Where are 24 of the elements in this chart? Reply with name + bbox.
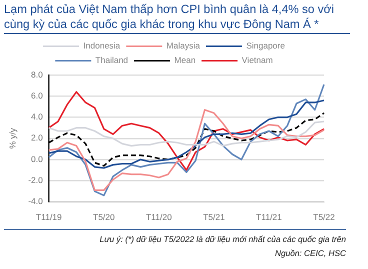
y-tick-label: -2.0: [28, 175, 44, 186]
x-tick-label: T11/20: [146, 212, 172, 222]
x-tick-label: T5/20: [93, 212, 116, 222]
y-tick-label: 2.0: [31, 132, 44, 143]
text: Nguồn: CEIC, HSC: [274, 247, 346, 260]
legend-label: Thailand: [95, 55, 128, 66]
legend-label: Mean: [174, 55, 196, 66]
chart-title: Lạm phát của Việt Nam thấp hơn CPI bình quân là 4,4% so với cùng kỳ của các quốc gia khác trong khu vực Đông Nam Á *: [4, 2, 350, 34]
x-tick-label: T5/21: [203, 212, 226, 222]
legend-label: Malaysia: [166, 40, 200, 51]
line-series: [48, 112, 325, 167]
x-tick-label: T5/22: [313, 212, 336, 222]
y-tick-label: 0.0: [31, 154, 44, 164]
legend-label: Vietnam: [242, 55, 273, 66]
legend-label: Singapore: [246, 40, 286, 51]
x-tick-label: T11/21: [256, 212, 282, 222]
y-tick-label: 8.0: [31, 69, 44, 80]
y-tick-label: 4.0: [31, 112, 44, 122]
y-tick-label: 6.0: [31, 90, 44, 100]
x-tick-label: T11/19: [36, 212, 62, 222]
text: Lưu ý: (*) dữ liệu T5/2022 là dữ liệu mới nhất của các quốc gia trên: [98, 233, 346, 246]
y-tick-label: -4.0: [28, 196, 44, 206]
y-axis-title: % y/y: [7, 127, 18, 149]
legend-label: Indonesia: [83, 40, 120, 51]
